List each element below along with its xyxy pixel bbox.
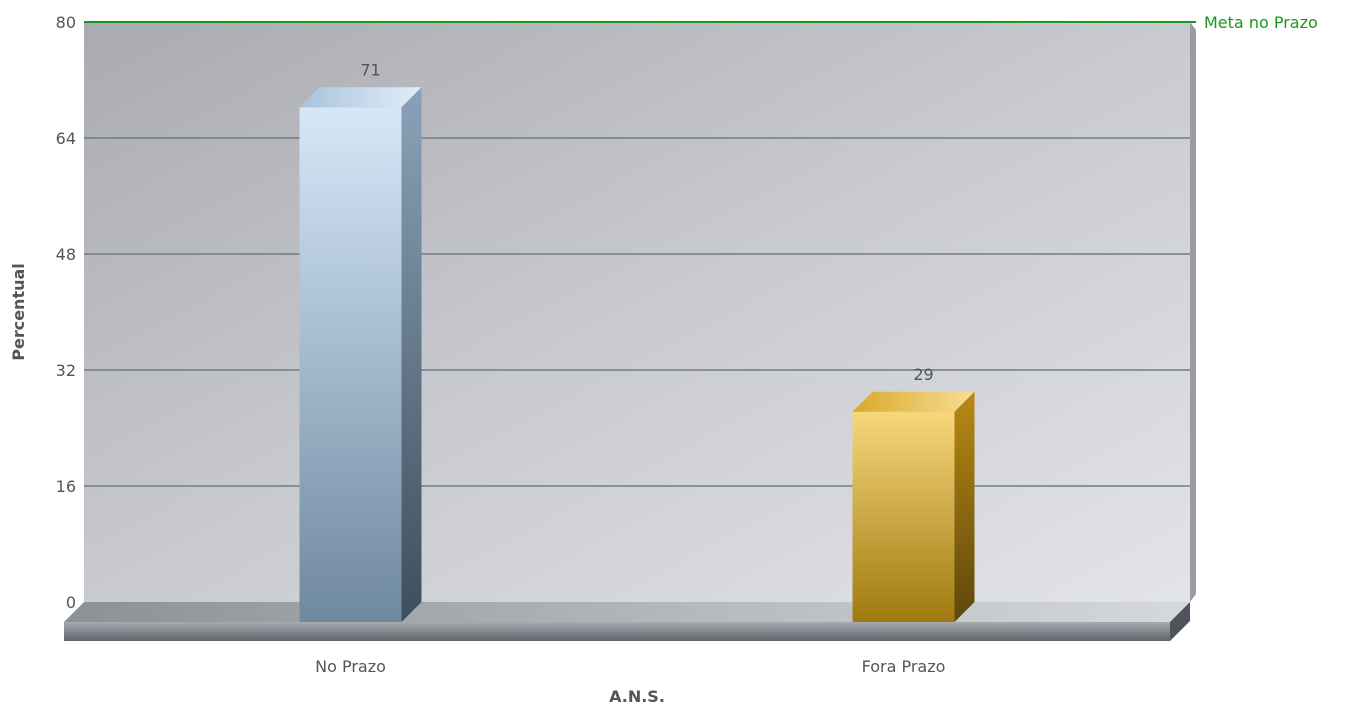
plot-background	[84, 22, 1190, 602]
y-tick-label: 0	[66, 593, 76, 612]
trend-line-group: Meta no Prazo	[84, 13, 1318, 32]
y-tick-label: 64	[56, 129, 76, 148]
bar-top	[299, 87, 422, 108]
bar-front	[299, 107, 402, 622]
trend-line-label: Meta no Prazo	[1204, 13, 1318, 32]
plot-floor-front	[64, 622, 1170, 641]
plot-floor-side	[1170, 602, 1190, 641]
bar-1: 29	[852, 365, 975, 622]
y-tick-label: 80	[56, 13, 76, 32]
bar-side	[954, 391, 975, 622]
y-tick-label: 32	[56, 361, 76, 380]
x-axis-labels: No Prazo Fora Prazo	[315, 657, 945, 676]
plot-floor	[64, 602, 1190, 622]
y-tick-label: 16	[56, 477, 76, 496]
bar-value-label: 71	[360, 60, 380, 79]
bar-0: 71	[299, 60, 422, 622]
y-axis-title: Percentual	[9, 263, 28, 361]
plot-side-wall	[1190, 22, 1196, 602]
y-axis-ticks: 0 16 32 48 64 80	[56, 13, 76, 612]
y-tick-label: 48	[56, 245, 76, 264]
bar-top	[852, 391, 975, 412]
bar-side	[401, 87, 422, 622]
bar-value-label: 29	[913, 365, 933, 384]
bars: 71 29	[299, 60, 975, 622]
x-category-label: No Prazo	[315, 657, 386, 676]
bar-front	[852, 411, 955, 622]
grid-lines	[84, 137, 1190, 487]
x-axis-title: A.N.S.	[609, 687, 665, 706]
x-category-label: Fora Prazo	[862, 657, 946, 676]
